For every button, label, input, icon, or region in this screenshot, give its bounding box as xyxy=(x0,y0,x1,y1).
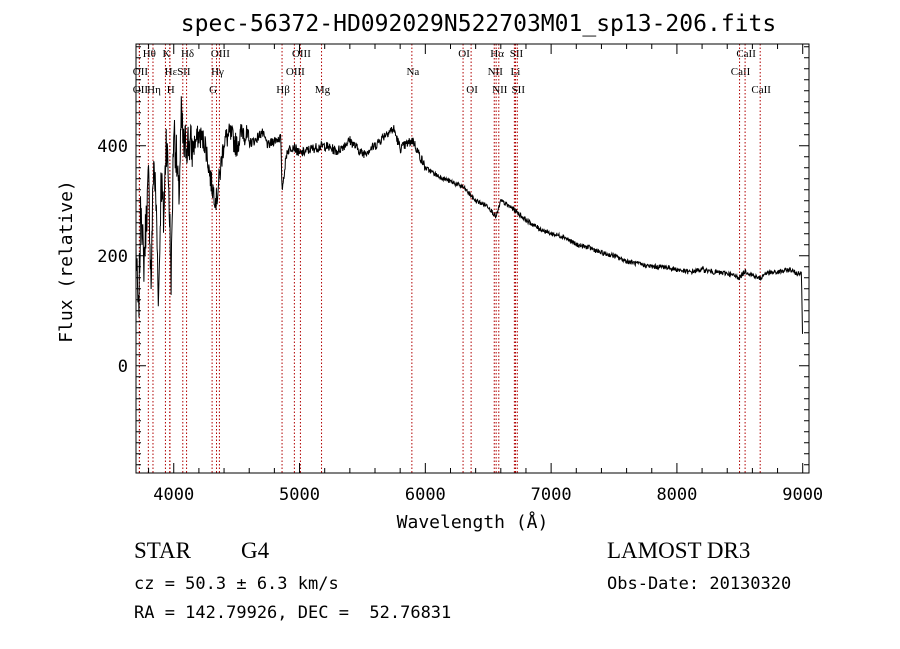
feature-label: Hδ xyxy=(181,48,194,60)
feature-label: NII xyxy=(492,84,508,96)
y-tick-label: 0 xyxy=(118,357,128,377)
feature-label: K xyxy=(162,48,170,60)
feature-label: H xyxy=(167,84,175,96)
feature-label: OII xyxy=(133,66,149,78)
y-tick-label: 400 xyxy=(97,137,128,157)
feature-label: SII xyxy=(510,48,524,60)
y-axis-label: Flux (relative) xyxy=(56,180,77,343)
redshift-readout: cz = 50.3 ± 6.3 km/s xyxy=(134,574,339,594)
feature-label: G xyxy=(209,84,217,96)
spectrum-series xyxy=(135,96,803,334)
feature-label: OIII xyxy=(211,48,230,60)
coordinates-readout: RA = 142.79926, DEC = 52.76831 xyxy=(134,603,452,623)
chart-title: spec-56372-HD092029N522703M01_sp13-206.f… xyxy=(181,11,776,37)
feature-label: OI xyxy=(466,84,478,96)
feature-label: Hε xyxy=(165,66,178,78)
plot-frame xyxy=(135,43,810,474)
x-tick-label: 8000 xyxy=(656,485,697,505)
feature-label: Na xyxy=(406,66,419,78)
feature-label: OII xyxy=(133,84,149,96)
feature-label: Hθ xyxy=(143,48,156,60)
feature-label: Hβ xyxy=(276,84,290,96)
feature-label: Hγ xyxy=(211,66,224,78)
feature-label: Hη xyxy=(147,84,161,96)
x-tick-label: 4000 xyxy=(153,485,194,505)
x-tick-label: 9000 xyxy=(782,485,823,505)
feature-label: Hα xyxy=(490,48,504,60)
feature-label: OIII xyxy=(286,66,305,78)
feature-label: SII xyxy=(177,66,191,78)
feature-label: CaII xyxy=(731,66,751,78)
x-tick-label: 6000 xyxy=(405,485,446,505)
feature-label: NII xyxy=(488,66,504,78)
y-tick-label: 200 xyxy=(97,247,128,267)
feature-label: Mg xyxy=(315,84,331,96)
feature-label: OI xyxy=(458,48,470,60)
x-tick-label: 7000 xyxy=(531,485,572,505)
feature-label: CaII xyxy=(751,84,771,96)
subclass-label: G4 xyxy=(241,538,270,563)
survey-label: LAMOST DR3 xyxy=(607,538,751,563)
obs-date-readout: Obs-Date: 20130320 xyxy=(607,574,792,594)
x-axis-label: Wavelength (Å) xyxy=(397,511,549,533)
feature-label: SII xyxy=(512,84,526,96)
x-tick-label: 5000 xyxy=(279,485,320,505)
feature-label: CaII xyxy=(736,48,756,60)
object-class-label: STAR xyxy=(134,538,191,563)
feature-label: OIII xyxy=(292,48,311,60)
